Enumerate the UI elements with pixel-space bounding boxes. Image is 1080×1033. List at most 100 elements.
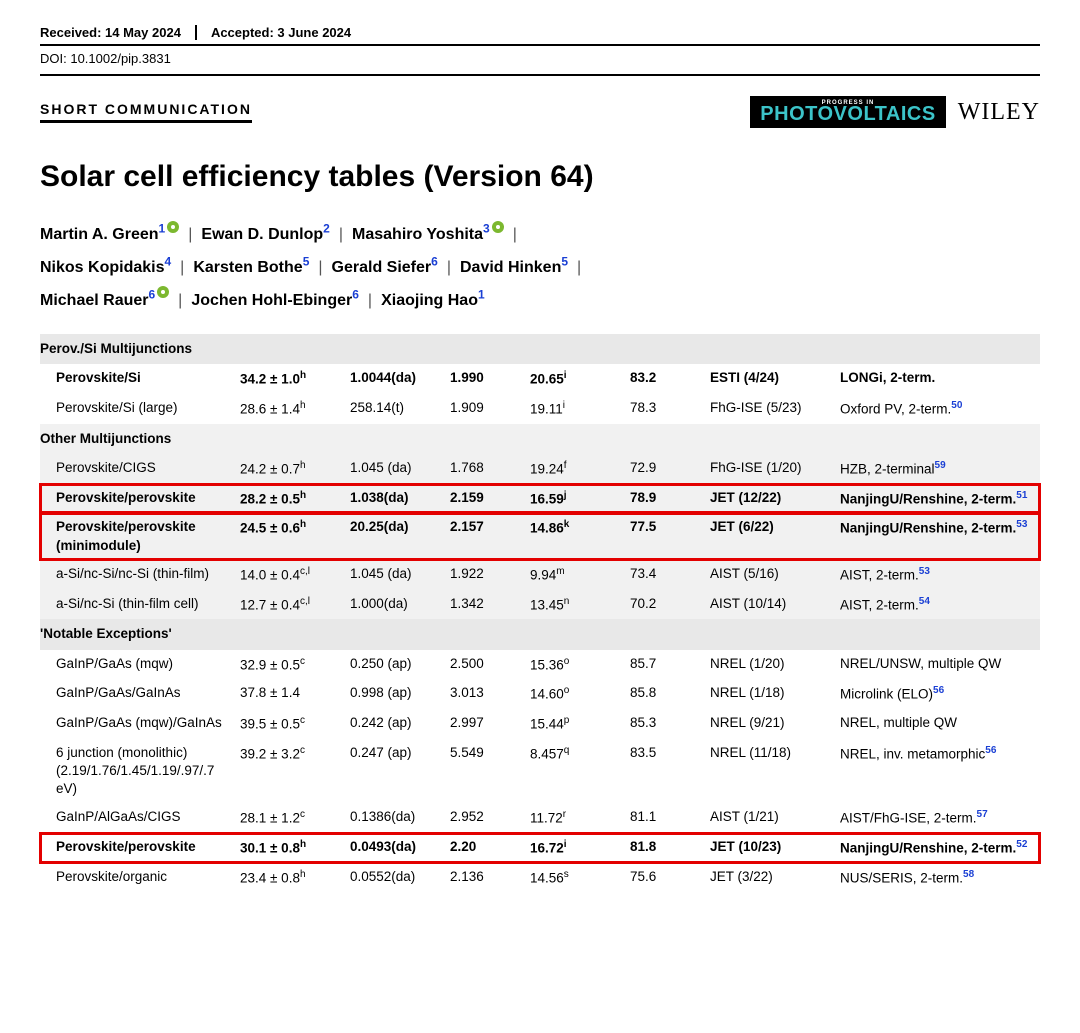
pv-label: PHOTOVOLTAICS [760, 103, 935, 125]
table-cell: 0.242 (ap) [350, 709, 450, 739]
table-cell: 83.5 [630, 739, 710, 804]
table-cell: 14.86k [530, 513, 630, 559]
author-separator: | [577, 259, 581, 276]
table-cell: 1.0044(da) [350, 364, 450, 394]
table-cell: GaInP/GaAs/GaInAs [40, 679, 240, 709]
table-cell: 1.342 [450, 590, 530, 620]
meta-row: Received: 14 May 2024 Accepted: 3 June 2… [40, 25, 1040, 46]
section-heading: 'Notable Exceptions' [40, 619, 1040, 649]
table-cell: 16.72i [530, 833, 630, 863]
table-cell: NanjingU/Renshine, 2-term.52 [840, 833, 1040, 863]
table-row: Perovskite/organic23.4 ± 0.8h0.0552(da)2… [40, 863, 1040, 893]
table-cell: HZB, 2-terminal59 [840, 454, 1040, 484]
author: Nikos Kopidakis4 [40, 259, 171, 276]
table-row: a-Si/nc-Si (thin-film cell)12.7 ± 0.4c,l… [40, 590, 1040, 620]
author-separator: | [178, 292, 182, 309]
table-cell: 14.60o [530, 679, 630, 709]
table-cell: NREL, multiple QW [840, 709, 1040, 739]
table-row: Perovskite/perovskite28.2 ± 0.5h1.038(da… [40, 484, 1040, 514]
table-cell: 1.909 [450, 394, 530, 424]
table-cell: 70.2 [630, 590, 710, 620]
table-cell: 2.157 [450, 513, 530, 559]
table-cell: 39.5 ± 0.5c [240, 709, 350, 739]
orcid-icon [157, 286, 169, 298]
author: Karsten Bothe5 [193, 259, 309, 276]
table-cell: 14.0 ± 0.4c,l [240, 560, 350, 590]
table-row: Perovskite/CIGS24.2 ± 0.7h1.045 (da)1.76… [40, 454, 1040, 484]
table-cell: 75.6 [630, 863, 710, 893]
table-cell: 2.20 [450, 833, 530, 863]
table-cell: 83.2 [630, 364, 710, 394]
table-cell: 11.72r [530, 803, 630, 833]
table-cell: 24.2 ± 0.7h [240, 454, 350, 484]
table-cell: NREL (1/20) [710, 650, 840, 680]
article-type: SHORT COMMUNICATION [40, 101, 252, 123]
table-row: GaInP/AlGaAs/CIGS28.1 ± 1.2c0.1386(da)2.… [40, 803, 1040, 833]
table-cell: JET (10/23) [710, 833, 840, 863]
table-cell: 2.500 [450, 650, 530, 680]
header-row: SHORT COMMUNICATION PROGRESS IN PHOTOVOL… [40, 96, 1040, 128]
table-cell: Perovskite/Si (large) [40, 394, 240, 424]
table-cell: 1.922 [450, 560, 530, 590]
author: Gerald Siefer6 [332, 259, 438, 276]
author-separator: | [447, 259, 451, 276]
doi: DOI: 10.1002/pip.3831 [40, 46, 1040, 76]
section-heading: Perov./Si Multijunctions [40, 334, 1040, 364]
table-cell: 1.045 (da) [350, 560, 450, 590]
table-cell: 5.549 [450, 739, 530, 804]
table-cell: Perovskite/Si [40, 364, 240, 394]
table-cell: 30.1 ± 0.8h [240, 833, 350, 863]
table-cell: 24.5 ± 0.6h [240, 513, 350, 559]
table-cell: 2.159 [450, 484, 530, 514]
table-row: Perovskite/perovskite30.1 ± 0.8h0.0493(d… [40, 833, 1040, 863]
table-cell: 81.8 [630, 833, 710, 863]
table-cell: 78.3 [630, 394, 710, 424]
table-cell: AIST (5/16) [710, 560, 840, 590]
author-separator: | [180, 259, 184, 276]
table-cell: NREL (1/18) [710, 679, 840, 709]
table-cell: ESTI (4/24) [710, 364, 840, 394]
table-cell: 16.59j [530, 484, 630, 514]
table-cell: 20.25(da) [350, 513, 450, 559]
table-cell: 6 junction (monolithic) (2.19/1.76/1.45/… [40, 739, 240, 804]
table-cell: 1.045 (da) [350, 454, 450, 484]
table-cell: 85.7 [630, 650, 710, 680]
table-cell: AIST, 2-term.53 [840, 560, 1040, 590]
table-cell: 3.013 [450, 679, 530, 709]
table-cell: 1.038(da) [350, 484, 450, 514]
table-cell: 15.36o [530, 650, 630, 680]
table-cell: 32.9 ± 0.5c [240, 650, 350, 680]
table-cell: Perovskite/perovskite [40, 484, 240, 514]
table-cell: Perovskite/organic [40, 863, 240, 893]
table-cell: 1.768 [450, 454, 530, 484]
author-separator: | [368, 292, 372, 309]
table-cell: 20.65i [530, 364, 630, 394]
table-cell: 28.2 ± 0.5h [240, 484, 350, 514]
table-cell: 1.990 [450, 364, 530, 394]
table-cell: NREL, inv. metamorphic56 [840, 739, 1040, 804]
table-cell: Perovskite/perovskite [40, 833, 240, 863]
table-cell: AIST, 2-term.54 [840, 590, 1040, 620]
brand-row: PROGRESS IN PHOTOVOLTAICS WILEY [750, 96, 1040, 128]
table-cell: 15.44p [530, 709, 630, 739]
table-cell: NREL (9/21) [710, 709, 840, 739]
table-cell: 14.56s [530, 863, 630, 893]
table-cell: 0.998 (ap) [350, 679, 450, 709]
table-cell: 85.8 [630, 679, 710, 709]
author: Xiaojing Hao1 [381, 292, 485, 309]
table-cell: 85.3 [630, 709, 710, 739]
page-title: Solar cell efficiency tables (Version 64… [40, 160, 1040, 194]
orcid-icon [492, 221, 504, 233]
table-row: GaInP/GaAs (mqw)/GaInAs39.5 ± 0.5c0.242 … [40, 709, 1040, 739]
table-cell: 12.7 ± 0.4c,l [240, 590, 350, 620]
author-list: Martin A. Green1|Ewan D. Dunlop2|Masahir… [40, 218, 1040, 316]
table-cell: 2.952 [450, 803, 530, 833]
accepted-date: Accepted: 3 June 2024 [197, 25, 351, 40]
table-cell: AIST (10/14) [710, 590, 840, 620]
table-cell: JET (3/22) [710, 863, 840, 893]
author: Ewan D. Dunlop2 [201, 226, 329, 243]
table-cell: 1.000(da) [350, 590, 450, 620]
table-cell: AIST/FhG-ISE, 2-term.57 [840, 803, 1040, 833]
table-cell: 28.1 ± 1.2c [240, 803, 350, 833]
table-cell: 81.1 [630, 803, 710, 833]
